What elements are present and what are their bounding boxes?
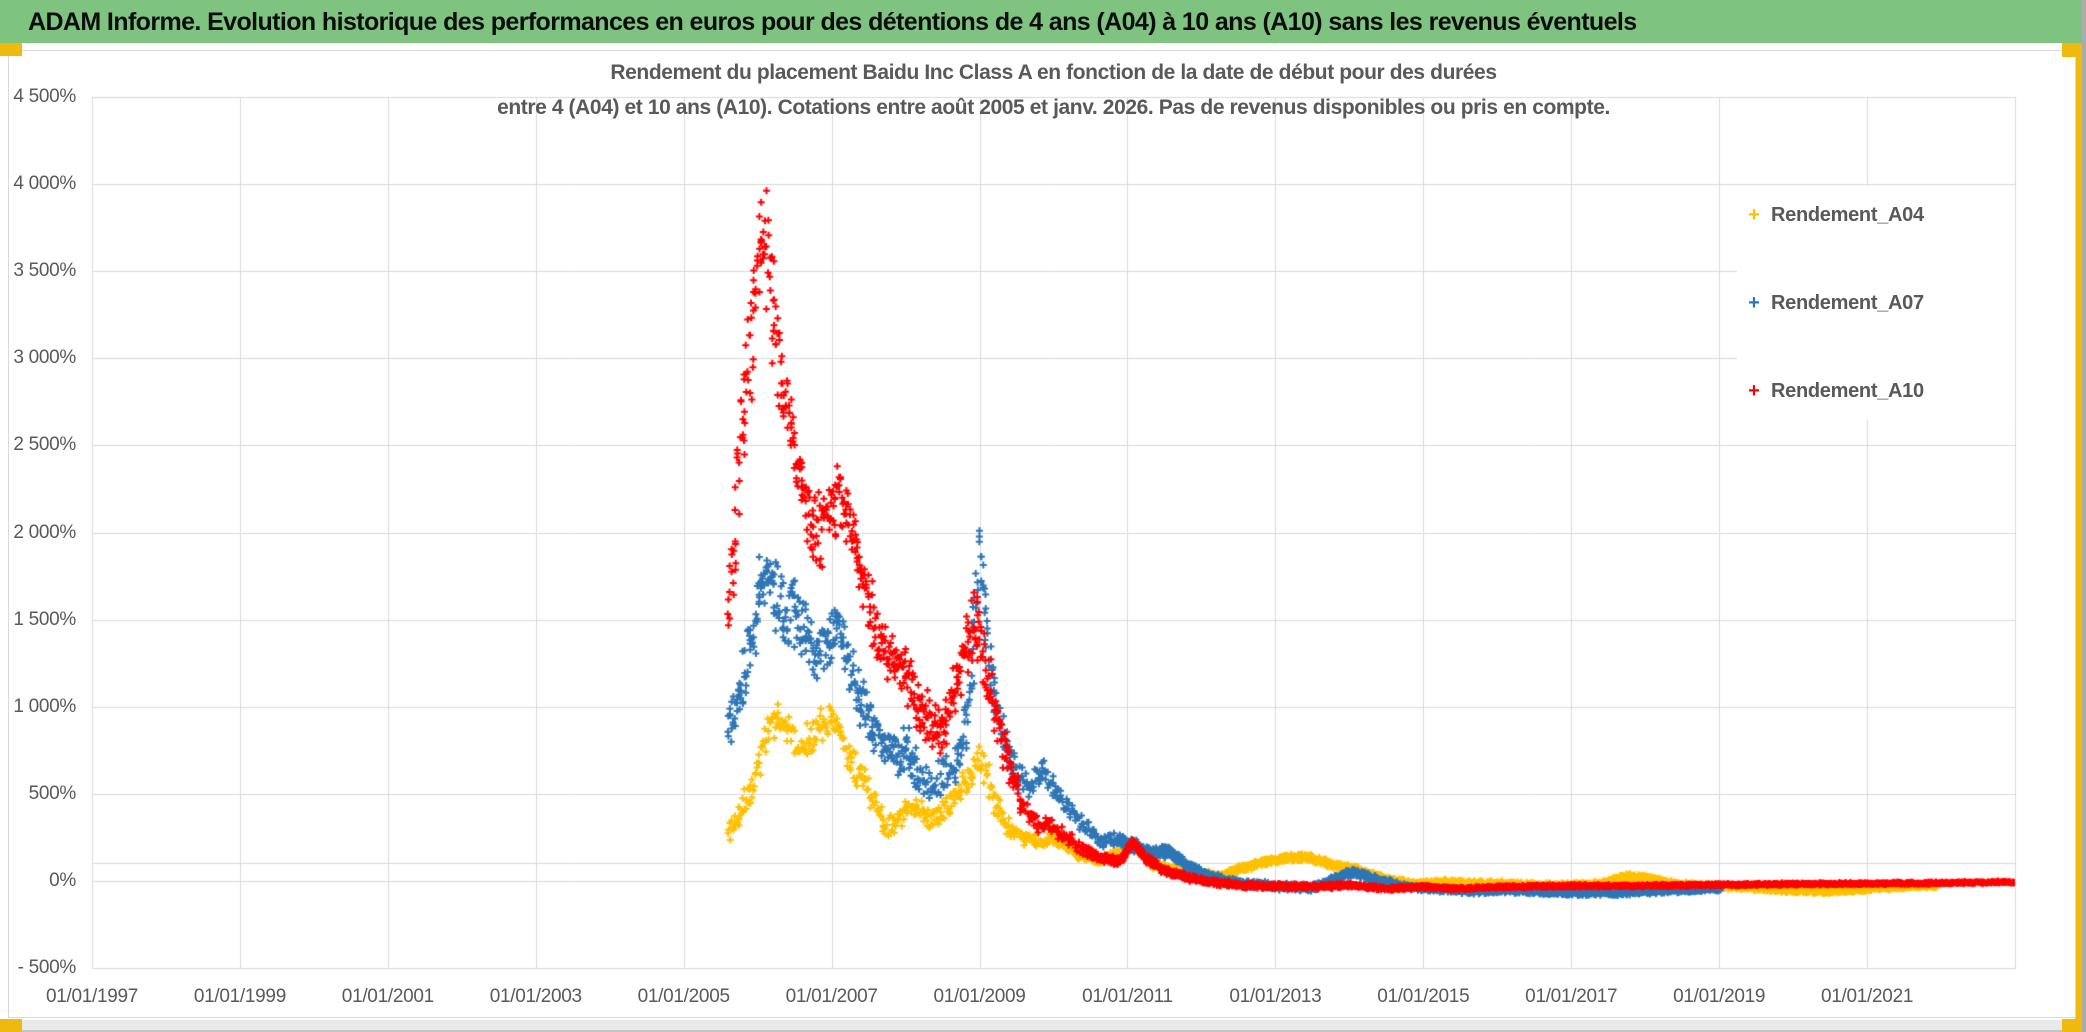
legend-label: Rendement_A10 xyxy=(1771,379,1924,402)
plus-marker-icon: + xyxy=(1748,204,1760,226)
legend-label: Rendement_A04 xyxy=(1771,203,1924,226)
y-axis-tick-label: 2 000% xyxy=(13,521,76,543)
y-axis-tick-label: - 500% xyxy=(17,957,77,978)
x-axis-tick-label: 01/01/1997 xyxy=(45,986,139,1007)
x-axis-tick-label: 01/01/2011 xyxy=(1082,986,1173,1007)
y-axis-tick-label: 2 500% xyxy=(13,434,76,456)
x-axis-tick-label: 01/01/2017 xyxy=(1525,986,1618,1007)
gold-corner-top-right xyxy=(2062,43,2082,57)
x-axis-tick-label: 01/01/2013 xyxy=(1229,986,1322,1007)
chart-title-line1: Rendement du placement Baidu Inc Class A… xyxy=(610,61,1497,84)
header-bar: ADAM Informe. Evolution historique des p… xyxy=(0,0,2082,43)
x-axis-tick-label: 01/01/1999 xyxy=(193,986,286,1007)
page-title: ADAM Informe. Evolution historique des p… xyxy=(28,8,1637,36)
chart-title: Rendement du placement Baidu Inc Class A… xyxy=(92,60,2015,121)
y-axis-tick-label: 3 000% xyxy=(13,347,76,369)
y-axis-tick-label: 1 500% xyxy=(13,608,76,630)
chart-legend[interactable]: + Rendement_A04 + Rendement_A07 + Rendement_A… xyxy=(1737,186,2015,420)
x-axis-tick-label: 01/01/2015 xyxy=(1377,986,1470,1007)
y-axis-tick-label: 500% xyxy=(28,782,77,804)
gold-corner-top-left xyxy=(0,43,22,56)
legend-item-rendement_a04[interactable]: + Rendement_A04 xyxy=(1737,200,2015,230)
x-axis-tick-label: 01/01/2009 xyxy=(933,986,1026,1007)
legend-item-rendement_a10[interactable]: + Rendement_A10 xyxy=(1737,376,2015,406)
x-axis-tick-label: 01/01/2001 xyxy=(341,986,434,1007)
y-axis-tick-label: 4 000% xyxy=(13,173,76,195)
plus-marker-icon: + xyxy=(1748,292,1760,314)
gold-corner-bottom-left xyxy=(0,1019,22,1032)
y-axis-tick-label: 1 000% xyxy=(13,695,76,717)
plus-marker-icon: + xyxy=(1748,380,1760,402)
y-axis-tick-label: 0% xyxy=(49,869,76,891)
legend-label: Rendement_A07 xyxy=(1771,291,1924,314)
x-axis-tick-label: 01/01/2019 xyxy=(1673,986,1766,1007)
x-axis-tick-label: 01/01/2005 xyxy=(637,986,730,1007)
x-axis-tick-label: 01/01/2021 xyxy=(1821,986,1914,1007)
gold-corner-bottom-right xyxy=(2062,1019,2082,1032)
y-axis-tick-label: 3 500% xyxy=(13,260,76,282)
chart-title-line2: entre 4 (A04) et 10 ans (A10). Cotations… xyxy=(497,96,1610,119)
x-axis-tick-label: 01/01/2003 xyxy=(489,986,582,1007)
y-axis-tick-label: 4 500% xyxy=(13,86,76,107)
legend-item-rendement_a07[interactable]: + Rendement_A07 xyxy=(1737,288,2015,318)
x-axis-tick-label: 01/01/2007 xyxy=(785,986,878,1007)
